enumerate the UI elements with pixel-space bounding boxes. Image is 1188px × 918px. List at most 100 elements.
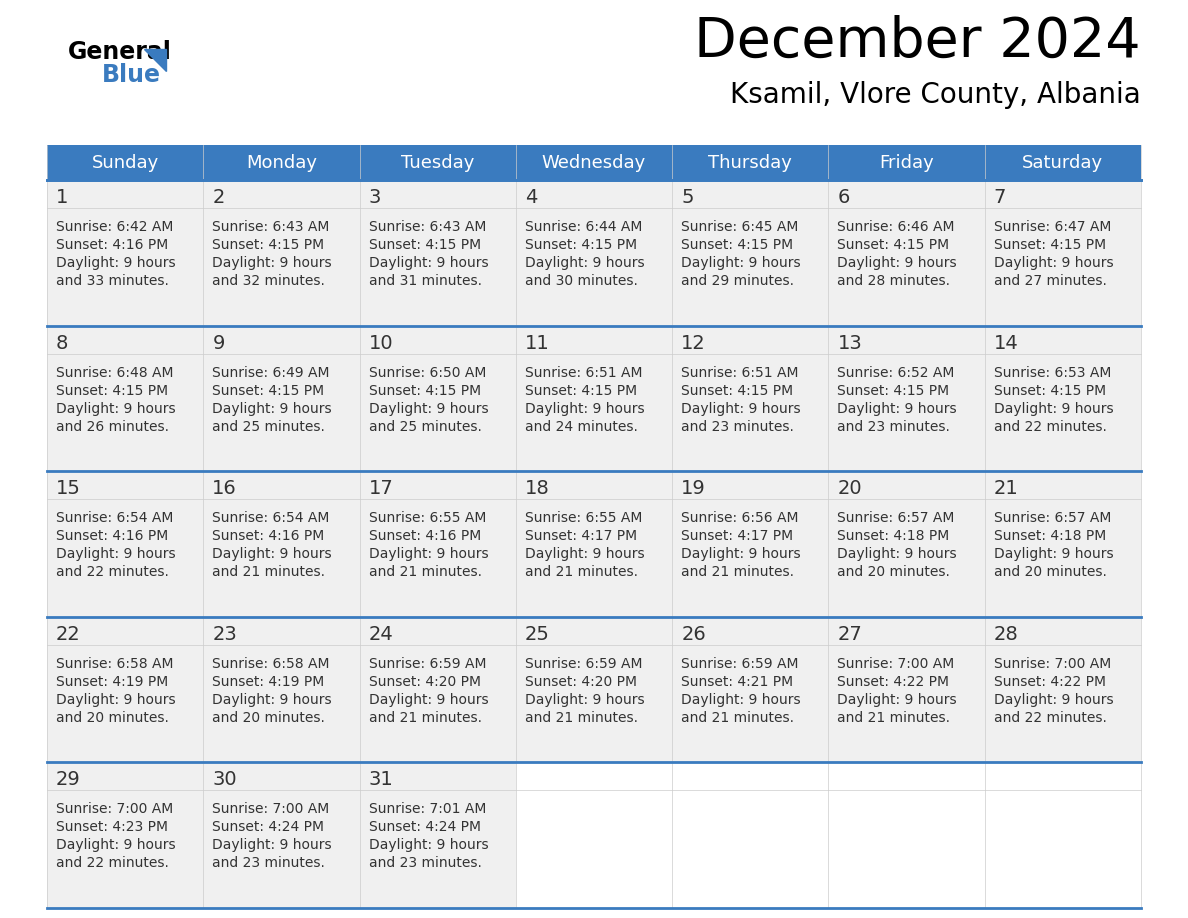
Text: and 27 minutes.: and 27 minutes. [993,274,1106,288]
Text: Sunrise: 6:54 AM: Sunrise: 6:54 AM [213,511,329,525]
Text: Daylight: 9 hours: Daylight: 9 hours [838,547,958,561]
Text: 7: 7 [993,188,1006,207]
Bar [203,617,360,763]
Text: 10: 10 [368,333,393,353]
Text: and 28 minutes.: and 28 minutes. [838,274,950,288]
Bar [203,763,360,908]
Text: Daylight: 9 hours: Daylight: 9 hours [56,693,176,707]
Text: Daylight: 9 hours: Daylight: 9 hours [56,256,176,270]
Text: Daylight: 9 hours: Daylight: 9 hours [525,547,644,561]
Text: General: General [68,40,172,64]
Text: Sunrise: 6:43 AM: Sunrise: 6:43 AM [368,220,486,234]
Text: and 21 minutes.: and 21 minutes. [525,565,638,579]
Text: Sunset: 4:15 PM: Sunset: 4:15 PM [368,238,481,252]
Text: Sunset: 4:16 PM: Sunset: 4:16 PM [213,529,324,543]
Bar [828,326,985,471]
Bar [985,763,1140,908]
Text: and 23 minutes.: and 23 minutes. [368,856,481,870]
Text: Daylight: 9 hours: Daylight: 9 hours [525,256,644,270]
Text: 16: 16 [213,479,238,498]
Bar [516,326,672,471]
Text: Sunset: 4:16 PM: Sunset: 4:16 PM [56,238,169,252]
Text: and 21 minutes.: and 21 minutes. [681,711,794,725]
Bar [203,326,360,471]
Bar [48,145,1140,180]
Text: Daylight: 9 hours: Daylight: 9 hours [993,693,1113,707]
Text: and 23 minutes.: and 23 minutes. [838,420,950,433]
Text: Sunrise: 6:42 AM: Sunrise: 6:42 AM [56,220,173,234]
Text: 5: 5 [681,188,694,207]
Text: Sunrise: 6:52 AM: Sunrise: 6:52 AM [838,365,955,380]
Bar [828,471,985,617]
Text: and 30 minutes.: and 30 minutes. [525,274,638,288]
Text: 18: 18 [525,479,550,498]
Bar [48,326,203,471]
Text: 9: 9 [213,333,225,353]
Bar [516,763,672,908]
Text: 28: 28 [993,625,1018,644]
Text: Daylight: 9 hours: Daylight: 9 hours [368,401,488,416]
Text: Sunset: 4:21 PM: Sunset: 4:21 PM [681,675,794,688]
Text: Sunrise: 7:00 AM: Sunrise: 7:00 AM [993,656,1111,671]
Text: 4: 4 [525,188,537,207]
Text: Daylight: 9 hours: Daylight: 9 hours [681,256,801,270]
Text: Daylight: 9 hours: Daylight: 9 hours [56,547,176,561]
Text: 15: 15 [56,479,81,498]
Text: Sunrise: 6:50 AM: Sunrise: 6:50 AM [368,365,486,380]
Text: Sunset: 4:15 PM: Sunset: 4:15 PM [993,238,1106,252]
Text: Sunset: 4:15 PM: Sunset: 4:15 PM [213,384,324,397]
Text: Sunset: 4:15 PM: Sunset: 4:15 PM [993,384,1106,397]
Text: 19: 19 [681,479,706,498]
Text: 17: 17 [368,479,393,498]
Text: Tuesday: Tuesday [402,153,474,172]
Text: 24: 24 [368,625,393,644]
Text: and 22 minutes.: and 22 minutes. [56,565,169,579]
Bar [672,326,828,471]
Text: and 25 minutes.: and 25 minutes. [213,420,326,433]
Text: Sunrise: 6:56 AM: Sunrise: 6:56 AM [681,511,798,525]
Bar [828,763,985,908]
Text: Daylight: 9 hours: Daylight: 9 hours [838,693,958,707]
Text: and 21 minutes.: and 21 minutes. [525,711,638,725]
Text: Sunset: 4:19 PM: Sunset: 4:19 PM [213,675,324,688]
Text: and 20 minutes.: and 20 minutes. [993,565,1106,579]
Text: Daylight: 9 hours: Daylight: 9 hours [681,401,801,416]
Text: Sunrise: 6:49 AM: Sunrise: 6:49 AM [213,365,330,380]
Text: and 24 minutes.: and 24 minutes. [525,420,638,433]
Text: Daylight: 9 hours: Daylight: 9 hours [213,693,331,707]
Text: and 21 minutes.: and 21 minutes. [368,565,481,579]
Bar [516,180,672,326]
Text: 6: 6 [838,188,849,207]
Text: and 21 minutes.: and 21 minutes. [213,565,326,579]
Text: Daylight: 9 hours: Daylight: 9 hours [525,693,644,707]
Text: Sunrise: 6:58 AM: Sunrise: 6:58 AM [56,656,173,671]
Text: Sunset: 4:16 PM: Sunset: 4:16 PM [56,529,169,543]
Text: 13: 13 [838,333,862,353]
Text: 3: 3 [368,188,381,207]
Bar [360,326,516,471]
Text: Sunrise: 6:55 AM: Sunrise: 6:55 AM [525,511,643,525]
Text: and 23 minutes.: and 23 minutes. [213,856,326,870]
Text: Ksamil, Vlore County, Albania: Ksamil, Vlore County, Albania [731,81,1140,109]
Text: and 29 minutes.: and 29 minutes. [681,274,794,288]
Text: and 25 minutes.: and 25 minutes. [368,420,481,433]
Text: Sunrise: 6:54 AM: Sunrise: 6:54 AM [56,511,173,525]
Text: Sunrise: 6:57 AM: Sunrise: 6:57 AM [838,511,955,525]
Text: and 20 minutes.: and 20 minutes. [56,711,169,725]
Text: 31: 31 [368,770,393,789]
Bar [672,763,828,908]
Text: Daylight: 9 hours: Daylight: 9 hours [993,547,1113,561]
Text: and 21 minutes.: and 21 minutes. [838,711,950,725]
Text: 8: 8 [56,333,69,353]
Text: Daylight: 9 hours: Daylight: 9 hours [213,547,331,561]
Text: 22: 22 [56,625,81,644]
Text: Sunset: 4:15 PM: Sunset: 4:15 PM [525,384,637,397]
Text: Sunset: 4:15 PM: Sunset: 4:15 PM [838,384,949,397]
Text: Sunrise: 6:53 AM: Sunrise: 6:53 AM [993,365,1111,380]
Bar [48,763,203,908]
Text: Sunrise: 6:44 AM: Sunrise: 6:44 AM [525,220,643,234]
Text: Sunset: 4:20 PM: Sunset: 4:20 PM [368,675,481,688]
Text: Sunset: 4:17 PM: Sunset: 4:17 PM [525,529,637,543]
Text: Daylight: 9 hours: Daylight: 9 hours [681,693,801,707]
Text: Sunset: 4:15 PM: Sunset: 4:15 PM [56,384,169,397]
